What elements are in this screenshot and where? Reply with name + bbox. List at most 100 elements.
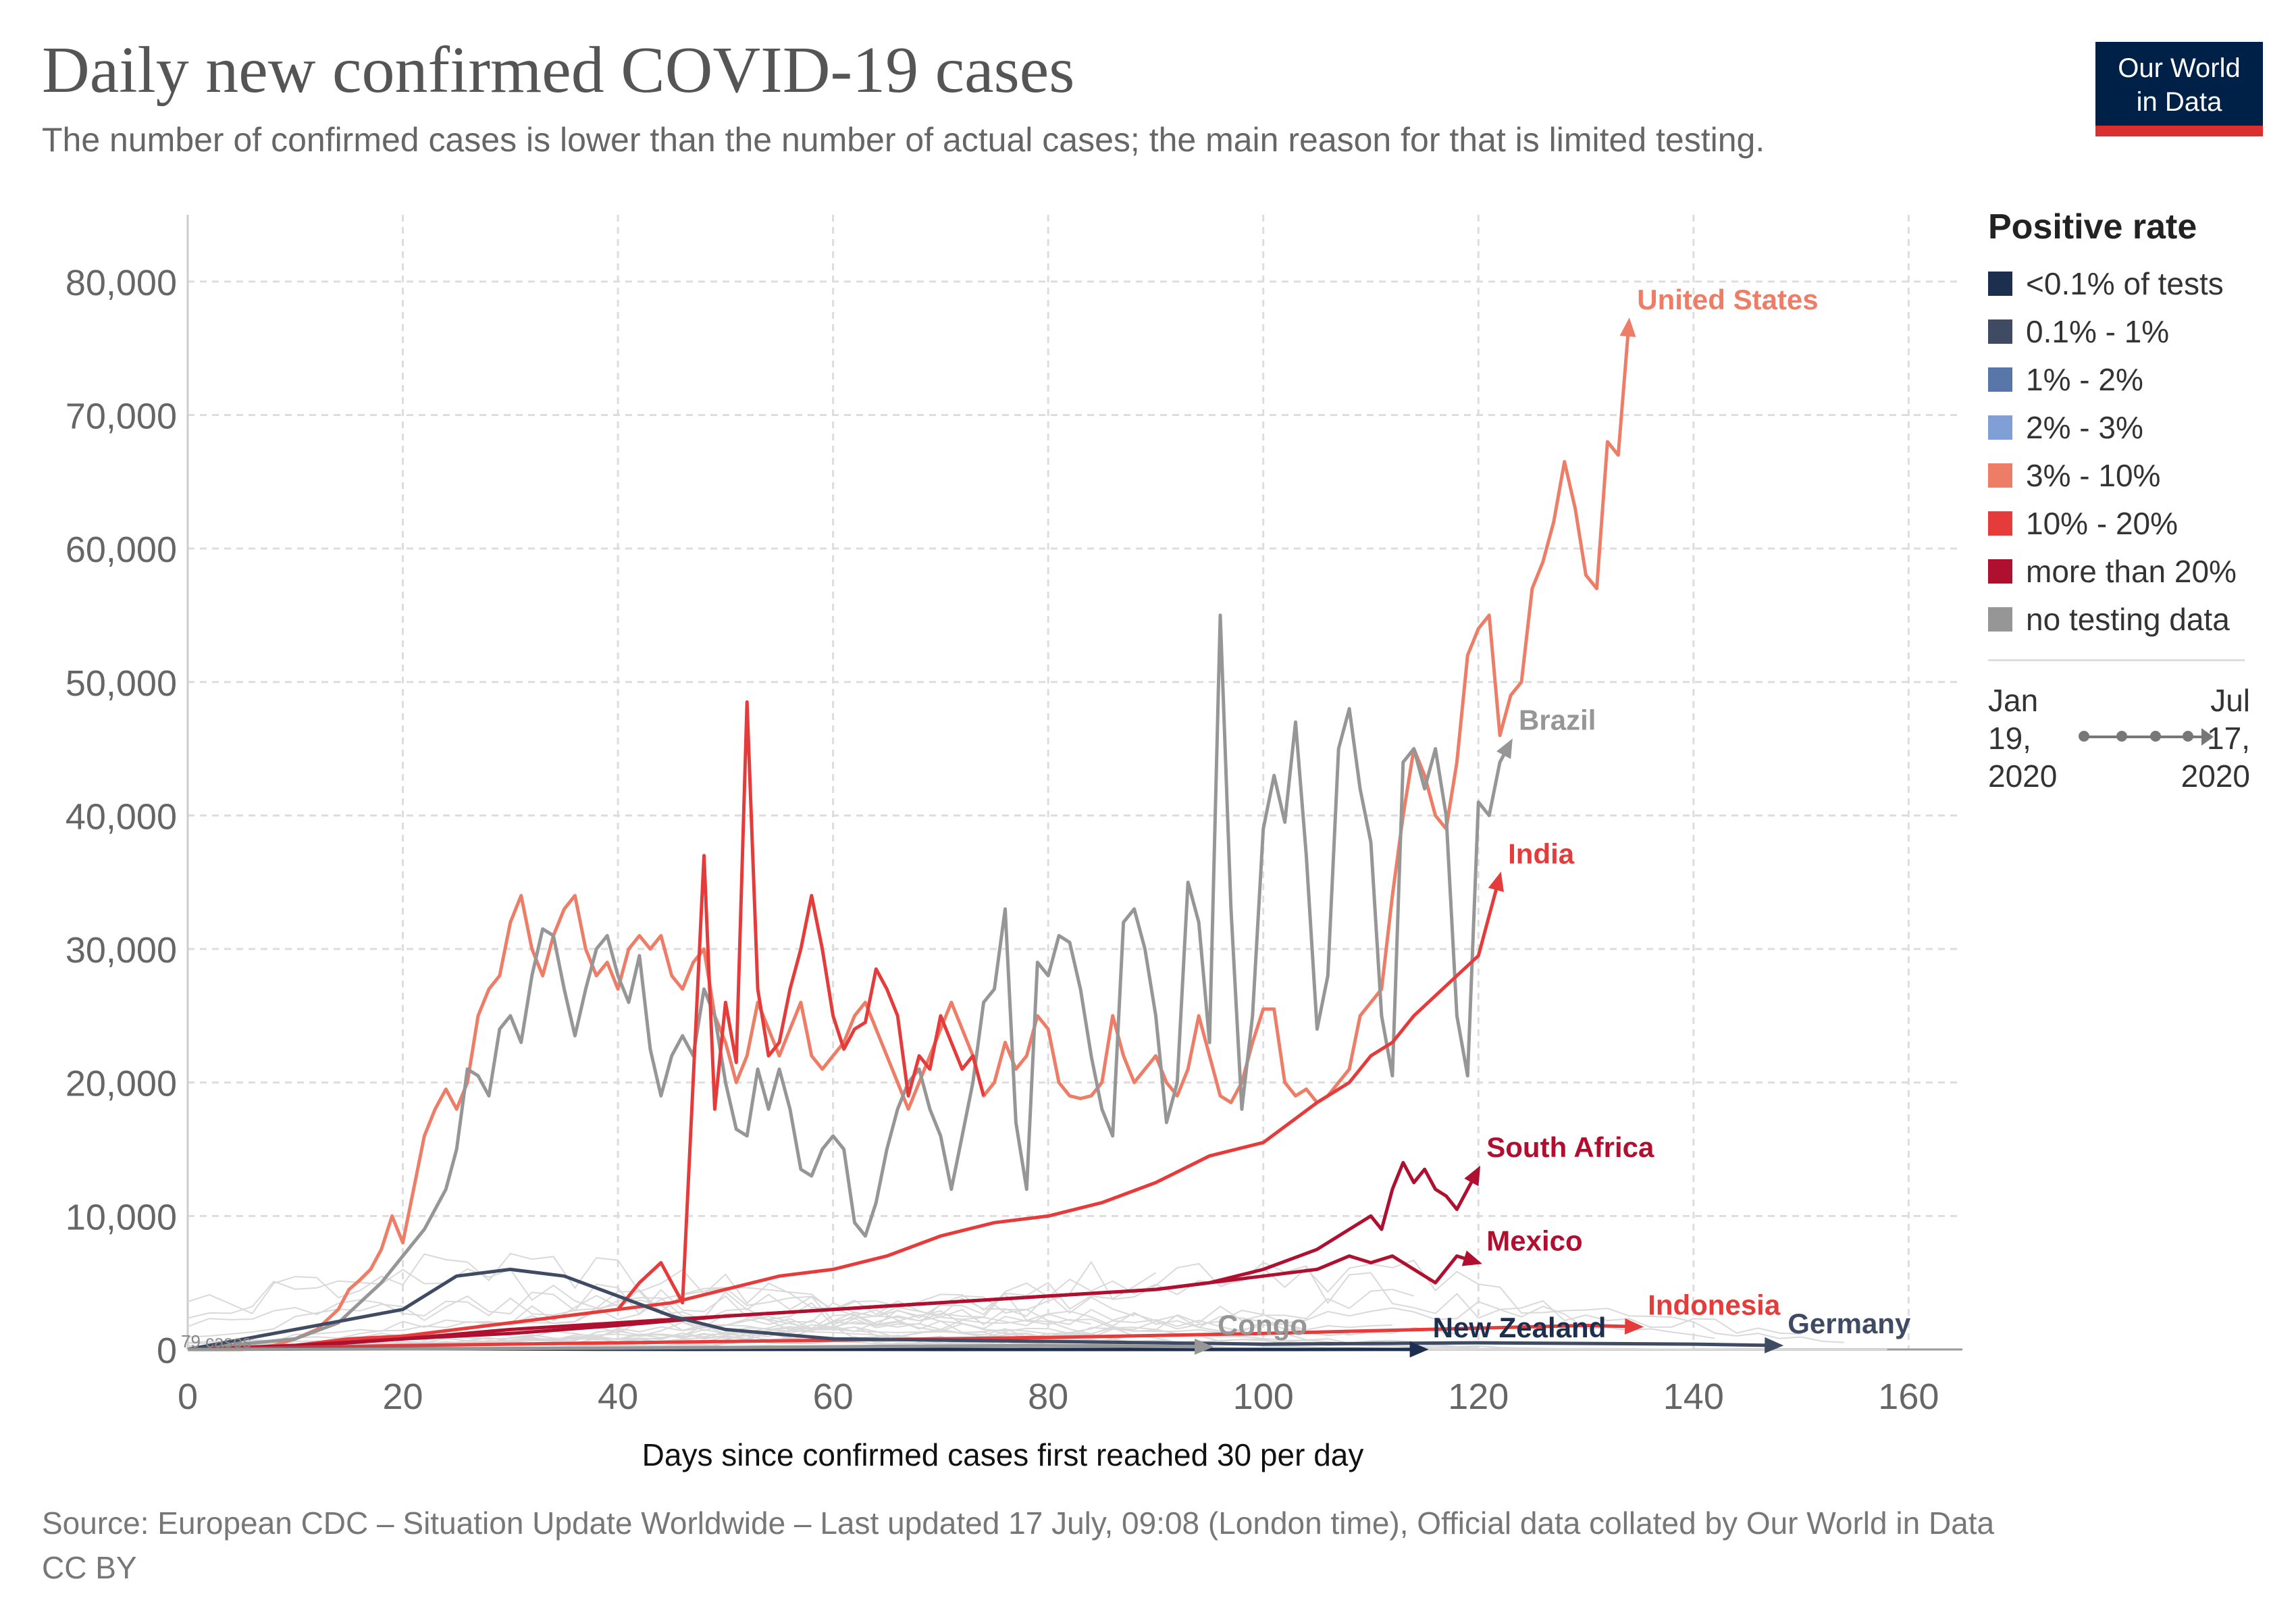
timeline-start-day: 19,	[1988, 721, 2031, 756]
series-label-india[interactable]: India	[1508, 838, 1575, 869]
chart-subtitle: The number of confirmed cases is lower t…	[42, 121, 1765, 159]
series-labels: United States Brazil India South Africa Mexi…	[1218, 284, 1911, 1343]
legend-divider	[1988, 659, 2245, 661]
series-arrow-new-zealand	[1409, 1341, 1429, 1358]
legend-label: 1% - 2%	[2026, 361, 2143, 397]
footer: Source: European CDC – Situation Update …	[42, 1501, 1994, 1590]
legend-label: 0.1% - 1%	[2026, 313, 2170, 349]
series-arrow-mexico	[1461, 1250, 1483, 1266]
legend-label: more than 20%	[2026, 553, 2237, 589]
legend-label: <0.1% of tests	[2026, 265, 2224, 301]
timeline-end-year: 2020	[2181, 758, 2250, 794]
legend-title: Positive rate	[1988, 207, 2197, 247]
series-line-south-africa[interactable]	[187, 1160, 1480, 1352]
x-tick-label: 40	[598, 1376, 638, 1417]
x-tick-label: 120	[1448, 1376, 1509, 1417]
series-line-mexico[interactable]	[187, 1254, 1480, 1352]
timeline-dot[interactable]	[2150, 731, 2161, 742]
timeline-start: Jan 19, 2020	[1988, 681, 2057, 795]
legend[interactable]: Positive rate <0.1% of tests 0.1% - 1% 1% …	[1988, 207, 2258, 803]
x-tick-label: 0	[178, 1376, 198, 1417]
legend-label: 10% - 20%	[2026, 505, 2178, 541]
logo-line-2: in Data	[2136, 87, 2222, 117]
series-label-germany[interactable]: Germany	[1788, 1308, 1911, 1339]
legend-item[interactable]: no testing data	[1988, 595, 2258, 643]
timeline-end: Jul 17, 2020	[2181, 681, 2250, 795]
timeline-dot[interactable]	[2079, 731, 2089, 742]
timeline-end-day: 17,	[2207, 721, 2250, 756]
y-tick-label: 70,000	[66, 396, 177, 436]
legend-swatch	[1988, 271, 2012, 296]
series-label-brazil[interactable]: Brazil	[1519, 704, 1596, 736]
series-arrow-indonesia	[1624, 1318, 1644, 1335]
chart-title: Daily new confirmed COVID-19 cases	[42, 34, 1075, 107]
series-line-india[interactable]	[187, 875, 1502, 1352]
x-tick-label: 140	[1663, 1376, 1724, 1417]
series-line-congo[interactable]	[187, 1343, 1210, 1352]
y-tick-label: 30,000	[66, 930, 177, 971]
y-tick-label: 20,000	[66, 1064, 177, 1104]
timeline-arrow-icon	[2201, 728, 2214, 746]
background-country-line	[187, 1291, 1091, 1344]
legend-swatch	[1988, 607, 2012, 632]
owid-logo[interactable]: Our World in Data	[2095, 42, 2263, 136]
series-line-india-peak-series[interactable]	[617, 700, 986, 1311]
x-tick-label: 60	[813, 1376, 854, 1417]
series-arrow-congo	[1194, 1338, 1214, 1355]
series-arrow-south-africa	[1464, 1165, 1481, 1187]
y-tick-label: 10,000	[66, 1197, 177, 1237]
series-line-brazil[interactable]	[187, 613, 1513, 1352]
timeline-dot[interactable]	[2116, 731, 2127, 742]
axis-ticks: 0 10,000 20,000 30,000 40,000 50,000 60,000 70,…	[66, 263, 1939, 1417]
logo-line-1: Our World	[2118, 53, 2241, 83]
legend-swatch	[1988, 319, 2012, 344]
legend-swatch	[1988, 559, 2012, 584]
x-tick-label: 20	[383, 1376, 423, 1417]
timeline-start-month: Jan	[1988, 683, 2039, 718]
series-label-mexico[interactable]: Mexico	[1486, 1225, 1582, 1257]
legend-item[interactable]: more than 20%	[1988, 547, 2258, 595]
x-tick-label: 100	[1233, 1376, 1294, 1417]
license-link[interactable]: CC BY	[42, 1550, 137, 1585]
legend-swatch	[1988, 511, 2012, 536]
timeline-end-month: Jul	[2210, 683, 2250, 718]
series-label-congo[interactable]: Congo	[1218, 1309, 1307, 1341]
timeline-track[interactable]	[2079, 728, 2214, 746]
legend-item[interactable]: 0.1% - 1%	[1988, 307, 2258, 355]
series-line-germany[interactable]	[187, 1267, 1780, 1352]
timeline-control[interactable]: Jan 19, 2020 Jul 17, 2020	[1988, 681, 2258, 803]
legend-swatch	[1988, 367, 2012, 392]
legend-swatch	[1988, 463, 2012, 488]
threshold-label: 79 cases	[181, 1331, 251, 1352]
legend-item[interactable]: 1% - 2%	[1988, 355, 2258, 403]
legend-swatch	[1988, 415, 2012, 440]
y-tick-label: 80,000	[66, 263, 177, 303]
legend-items: <0.1% of tests 0.1% - 1% 1% - 2% 2% - 3% 3% …	[1988, 259, 2258, 643]
series-line-united-states[interactable]	[188, 321, 1631, 1352]
timeline-start-year: 2020	[1988, 758, 2058, 794]
legend-item[interactable]: 10% - 20%	[1988, 499, 2258, 547]
series-label-indonesia[interactable]: Indonesia	[1648, 1289, 1781, 1320]
series-arrow-brazil	[1496, 738, 1513, 759]
legend-item[interactable]: 3% - 10%	[1988, 451, 2258, 499]
y-tick-label: 40,000	[66, 796, 177, 837]
y-tick-label: 50,000	[66, 663, 177, 704]
x-tick-label: 80	[1028, 1376, 1068, 1417]
series-label-new-zealand[interactable]: New Zealand	[1433, 1312, 1607, 1343]
background-country-line	[187, 1333, 1715, 1350]
source-note: Source: European CDC – Situation Update …	[42, 1506, 1995, 1541]
legend-label: 3% - 10%	[2026, 457, 2161, 493]
legend-label: no testing data	[2026, 601, 2230, 637]
series-line-indonesia[interactable]	[187, 1323, 1640, 1352]
y-tick-label: 0	[157, 1331, 177, 1371]
legend-label: 2% - 3%	[2026, 409, 2143, 445]
series-arrow-united-states	[1619, 317, 1636, 338]
gridlines	[186, 215, 1962, 1351]
series-label-south-africa[interactable]: South Africa	[1486, 1131, 1654, 1163]
series-arrow-germany	[1765, 1337, 1784, 1354]
legend-item[interactable]: <0.1% of tests	[1988, 259, 2258, 307]
series-label-united-states[interactable]: United States	[1637, 284, 1818, 315]
legend-item[interactable]: 2% - 3%	[1988, 403, 2258, 451]
timeline-dot[interactable]	[2183, 731, 2193, 742]
